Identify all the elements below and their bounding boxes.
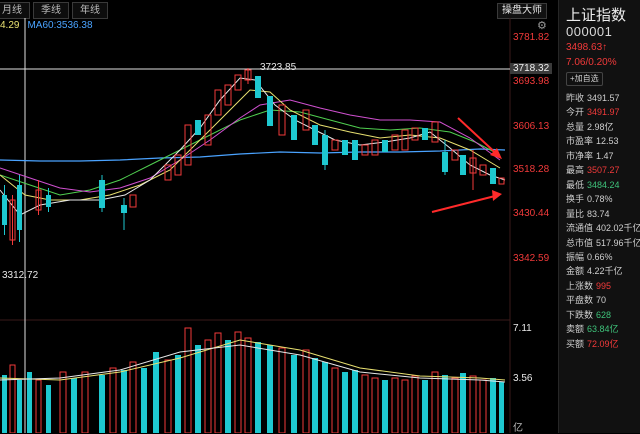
- period-tabs: 月线 季线 年线: [0, 2, 111, 19]
- quote-row-label: 买额: [566, 338, 585, 349]
- add-favorite-label: 加自选: [574, 74, 599, 83]
- ma-legend: 4.29 MA60:3536.38: [0, 20, 93, 31]
- candlesticks: [2, 68, 505, 245]
- quote-row-label: 换手: [566, 194, 585, 205]
- price-tick-4: 3518.28: [513, 164, 550, 175]
- ma60-line: [0, 148, 506, 162]
- quote-row-value: 2.98亿: [587, 121, 614, 132]
- quote-row-value: 4.22千亿: [587, 266, 623, 277]
- volume-tick-max: 7.11: [513, 323, 532, 334]
- quote-row: 总量 2.98亿: [566, 120, 614, 133]
- high-annotation: 3723.85: [260, 62, 297, 73]
- ma10-line: [0, 89, 501, 201]
- quote-row-label: 市盈率: [566, 136, 594, 147]
- tab-month[interactable]: 月线: [0, 2, 30, 19]
- quote-row-value: 995: [596, 280, 612, 291]
- quote-row-label: 金额: [566, 266, 585, 277]
- quote-row-value: 3484.24: [587, 179, 620, 190]
- quote-row-label: 平盘数: [566, 295, 594, 306]
- quote-row: 昨收 3491.57: [566, 91, 620, 104]
- quote-row-value: 3491.57: [587, 93, 620, 103]
- quote-row: 平盘数 70: [566, 293, 606, 306]
- tab-year[interactable]: 年线: [72, 2, 108, 19]
- quote-row-value: 83.74: [587, 208, 610, 219]
- quote-row: 市盈率 12.53: [566, 134, 619, 147]
- quote-row-label: 振幅: [566, 251, 585, 262]
- quote-row: 金额 4.22千亿: [566, 264, 623, 277]
- quote-row-label: 总量: [566, 121, 585, 132]
- quote-row-value: 0.78%: [587, 194, 613, 205]
- kline-chart-panel[interactable]: 月线 季线 年线 操盘大师 ⚙ 4.29 MA60:3536.38: [0, 0, 558, 434]
- last-price: 3498.63↑: [566, 42, 608, 53]
- quote-row: 换手 0.78%: [566, 192, 613, 205]
- quote-row-label: 卖额: [566, 324, 585, 335]
- tab-quarter[interactable]: 季线: [33, 2, 69, 19]
- quote-row-label: 上涨数: [566, 280, 594, 291]
- price-change: 7.06/0.20%: [566, 57, 617, 68]
- ma-value-partial: 4.29: [0, 20, 20, 31]
- price-tick-5: 3430.44: [513, 208, 550, 219]
- quote-row-label: 昨收: [566, 93, 585, 103]
- quote-row: 卖额 63.84亿: [566, 322, 619, 335]
- quote-row: 上涨数 995: [566, 279, 611, 292]
- quote-row: 市净率 1.47: [566, 149, 614, 162]
- quote-row-value: 3491.97: [587, 107, 620, 118]
- price-tick-3: 3606.13: [513, 121, 550, 132]
- gear-icon[interactable]: ⚙: [537, 20, 547, 32]
- quote-row-value: 402.02千亿: [596, 223, 640, 234]
- quote-row-label: 今开: [566, 107, 585, 118]
- quote-row: 今开 3491.97: [566, 105, 620, 118]
- stock-name: 上证指数: [566, 7, 627, 24]
- quote-row-value: 12.53: [596, 136, 619, 147]
- quote-row-label: 流通值: [566, 223, 594, 234]
- ma30-line: [0, 109, 501, 196]
- quote-row: 量比 83.74: [566, 207, 610, 220]
- price-tick-1: 3781.82: [513, 32, 550, 43]
- quote-row-value: 72.09亿: [587, 338, 619, 349]
- quote-row-value: 1.47: [596, 150, 614, 161]
- quote-row: 振幅 0.66%: [566, 250, 613, 263]
- stock-code: 000001: [566, 24, 613, 39]
- ma5-line: [0, 77, 506, 216]
- quote-row-value: 3507.27: [587, 165, 620, 176]
- current-price-tag: 3718.32: [510, 63, 553, 74]
- price-tick-6: 3342.59: [513, 253, 550, 264]
- quote-row-value: 517.96千亿: [596, 237, 640, 248]
- quote-row-value: 63.84亿: [587, 324, 619, 335]
- plus-icon: +: [570, 74, 575, 83]
- volume-unit: 亿: [513, 423, 523, 434]
- quote-row-value: 628: [596, 309, 612, 320]
- quote-row-label: 市净率: [566, 150, 594, 161]
- volume-tick-mid: 3.56: [513, 373, 533, 384]
- quote-row-label: 总市值: [566, 237, 594, 248]
- volume-ma-line-yellow: [0, 339, 506, 381]
- volume-ma-line-white: [0, 344, 506, 383]
- quote-row-label: 下跌数: [566, 309, 594, 320]
- trading-master-button[interactable]: 操盘大师: [497, 3, 547, 19]
- ma60-value: MA60:3536.38: [27, 20, 93, 31]
- quote-row-value: 0.66%: [587, 251, 613, 262]
- chart-canvas: [0, 18, 511, 433]
- quote-row-label: 量比: [566, 208, 585, 219]
- quote-row-value: 70: [596, 295, 607, 306]
- quote-row: 最高 3507.27: [566, 163, 620, 176]
- quote-row-label: 最低: [566, 179, 585, 190]
- quote-row: 下跌数 628: [566, 308, 611, 321]
- quote-row: 买额 72.09亿: [566, 337, 619, 350]
- quote-row: 总市值 517.96千亿: [566, 236, 640, 249]
- add-favorite-button[interactable]: +加自选: [566, 72, 603, 86]
- volume-bars: [2, 327, 504, 433]
- quote-row-label: 最高: [566, 165, 585, 176]
- ma20-line: [0, 99, 501, 193]
- quote-row: 最低 3484.24: [566, 178, 620, 191]
- arrow-annotations: [431, 117, 502, 213]
- price-tick-2: 3693.98: [513, 76, 550, 87]
- quote-row: 流通值 402.02千亿: [566, 221, 640, 234]
- low-annotation: 3312.72: [2, 270, 39, 281]
